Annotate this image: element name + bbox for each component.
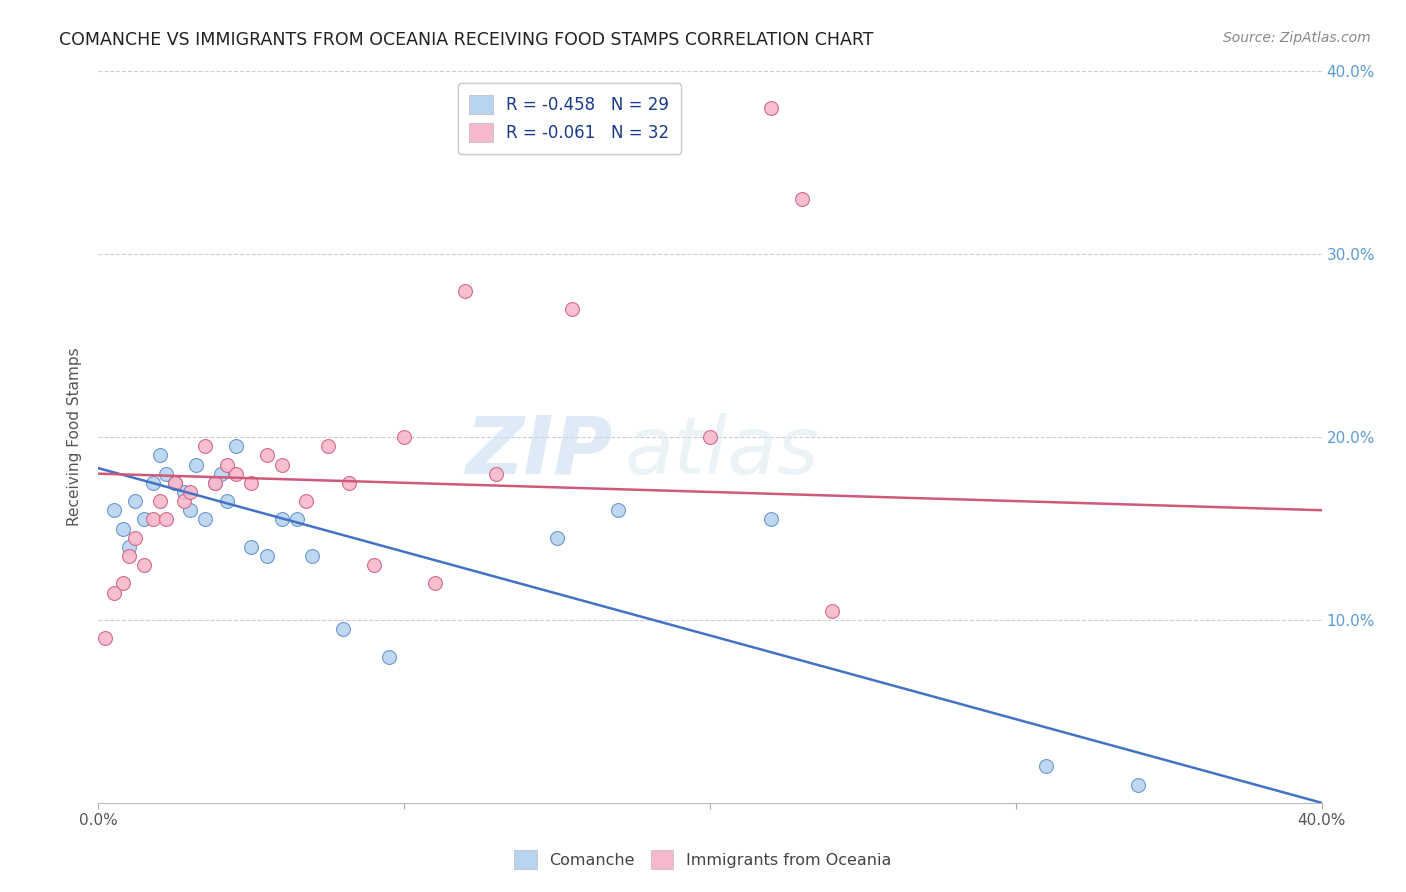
Point	[118, 540, 141, 554]
Point	[204, 475, 226, 490]
Point	[454, 284, 477, 298]
Point	[179, 503, 201, 517]
Point	[270, 512, 292, 526]
Point	[821, 604, 844, 618]
Legend: R = -0.458   N = 29, R = -0.061   N = 32: R = -0.458 N = 29, R = -0.061 N = 32	[458, 83, 681, 153]
Point	[561, 301, 583, 317]
Point	[103, 503, 125, 517]
Point	[103, 585, 125, 599]
Point	[225, 439, 247, 453]
Point	[423, 576, 446, 591]
Point	[240, 540, 263, 554]
Point	[124, 531, 146, 545]
Text: COMANCHE VS IMMIGRANTS FROM OCEANIA RECEIVING FOOD STAMPS CORRELATION CHART: COMANCHE VS IMMIGRANTS FROM OCEANIA RECE…	[59, 31, 873, 49]
Point	[337, 475, 360, 490]
Point	[194, 512, 217, 526]
Point	[173, 485, 195, 500]
Legend: Comanche, Immigrants from Oceania: Comanche, Immigrants from Oceania	[508, 844, 898, 875]
Y-axis label: Receiving Food Stamps: Receiving Food Stamps	[67, 348, 83, 526]
Point	[392, 430, 416, 444]
Point	[134, 558, 156, 573]
Point	[149, 494, 172, 508]
Point	[142, 512, 165, 526]
Point	[155, 467, 177, 481]
Point	[285, 512, 308, 526]
Point	[134, 512, 156, 526]
Point	[363, 558, 385, 573]
Point	[194, 439, 217, 453]
Point	[215, 494, 238, 508]
Point	[546, 531, 568, 545]
Point	[607, 503, 630, 517]
Point	[163, 475, 186, 490]
Point	[699, 430, 721, 444]
Point	[173, 494, 195, 508]
Text: ZIP: ZIP	[465, 413, 612, 491]
Point	[295, 494, 318, 508]
Point	[186, 458, 208, 472]
Point	[1035, 759, 1057, 773]
Point	[378, 649, 401, 664]
Point	[118, 549, 141, 563]
Point	[332, 622, 354, 636]
Point	[111, 576, 134, 591]
Point	[790, 192, 813, 206]
Point	[215, 458, 238, 472]
Point	[240, 475, 263, 490]
Point	[155, 512, 177, 526]
Point	[93, 632, 115, 646]
Point	[111, 521, 134, 535]
Point	[209, 467, 232, 481]
Point	[1128, 778, 1150, 792]
Point	[270, 458, 292, 472]
Text: Source: ZipAtlas.com: Source: ZipAtlas.com	[1223, 31, 1371, 45]
Point	[142, 475, 165, 490]
Point	[163, 475, 186, 490]
Point	[179, 485, 201, 500]
Point	[316, 439, 339, 453]
Point	[759, 101, 782, 115]
Point	[759, 512, 782, 526]
Point	[204, 475, 226, 490]
Point	[225, 467, 247, 481]
Text: atlas: atlas	[624, 413, 820, 491]
Point	[124, 494, 146, 508]
Point	[149, 448, 172, 462]
Point	[301, 549, 323, 563]
Point	[485, 467, 508, 481]
Point	[256, 549, 278, 563]
Point	[256, 448, 278, 462]
